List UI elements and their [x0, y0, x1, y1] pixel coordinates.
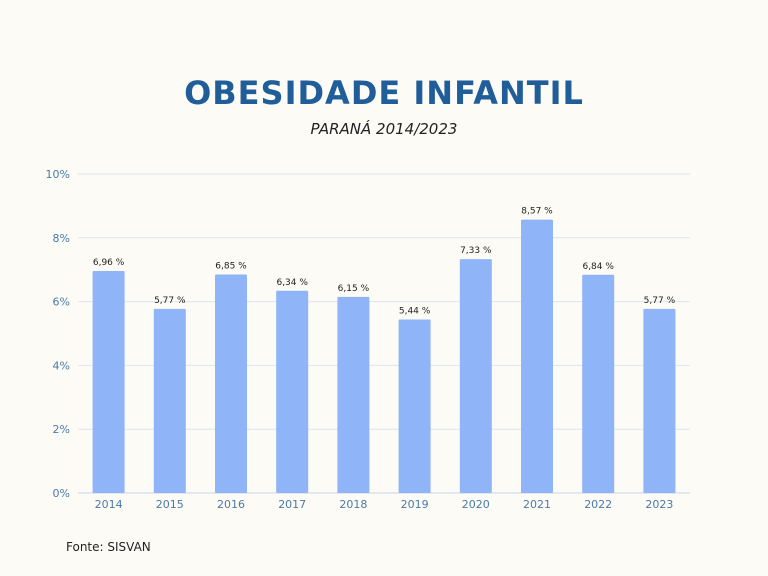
data-label: 8,57 %: [521, 207, 553, 217]
chart-title: OBESIDADE INFANTIL: [184, 74, 584, 112]
source-note: Fonte: SISVAN: [66, 540, 151, 554]
data-label: 5,44 %: [399, 306, 431, 316]
y-tick-label: 6%: [53, 296, 70, 309]
bar: [153, 308, 186, 493]
x-tick-label: 2014: [95, 498, 123, 511]
data-label: 5,77 %: [154, 296, 186, 306]
bar: [337, 296, 370, 493]
chart-subtitle: PARANÁ 2014/2023: [310, 120, 458, 138]
data-label: 6,85 %: [215, 261, 247, 271]
bar: [582, 274, 615, 493]
x-tick-label: 2015: [156, 498, 184, 511]
data-label: 6,15 %: [338, 284, 370, 294]
y-tick-label: 0%: [53, 487, 70, 500]
x-tick-label: 2022: [584, 498, 612, 511]
bar: [398, 319, 431, 493]
x-tick-label: 2020: [462, 498, 490, 511]
y-tick-label: 2%: [53, 423, 70, 436]
bar: [521, 219, 553, 493]
data-label: 6,34 %: [276, 278, 308, 288]
bar: [215, 274, 247, 493]
x-tick-label: 2017: [278, 498, 306, 511]
x-tick-label: 2021: [523, 498, 551, 511]
bar: [92, 270, 125, 493]
data-label: 6,84 %: [582, 262, 614, 272]
data-label: 6,96 %: [93, 258, 125, 268]
y-tick-label: 4%: [53, 359, 70, 372]
bar: [276, 290, 309, 493]
bar: [643, 308, 676, 493]
data-label: 5,77 %: [644, 296, 676, 306]
x-tick-label: 2019: [401, 498, 429, 511]
x-tick-label: 2023: [645, 498, 673, 511]
data-label: 7,33 %: [460, 246, 492, 256]
x-tick-label: 2016: [217, 498, 245, 511]
x-tick-label: 2018: [339, 498, 367, 511]
bar: [459, 259, 492, 493]
y-tick-label: 8%: [53, 232, 70, 245]
y-tick-label: 10%: [46, 168, 70, 181]
